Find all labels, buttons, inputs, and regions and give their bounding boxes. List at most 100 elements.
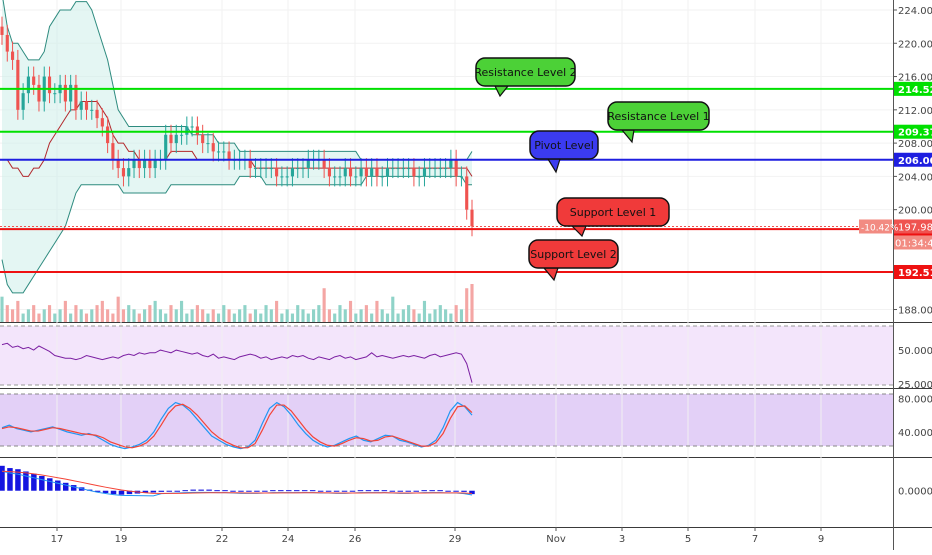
- countdown-tag: [894, 235, 932, 250]
- macd-histogram-bar: [31, 473, 37, 491]
- candle-body: [338, 176, 342, 178]
- candle-body: [100, 118, 104, 127]
- volume-bar: [116, 296, 120, 322]
- price-axis-tick-label: 220.00: [898, 39, 932, 50]
- volume-bar: [322, 288, 326, 322]
- volume-bar: [248, 313, 252, 322]
- candle-body: [37, 84, 41, 102]
- volume-bar: [158, 309, 162, 322]
- volume-bar: [174, 309, 178, 322]
- volume-bar: [153, 300, 157, 322]
- candle-body: [174, 134, 178, 144]
- candle-body: [306, 159, 310, 169]
- macd-histogram-bar: [413, 490, 419, 492]
- macd-histogram-bar: [397, 490, 404, 492]
- x-axis-tick-label: 29: [449, 534, 462, 545]
- candle-body: [16, 59, 20, 110]
- macd-histogram-bar: [254, 490, 260, 492]
- candle-body: [417, 176, 421, 178]
- volume-bar: [396, 313, 400, 322]
- volume-bar: [148, 305, 152, 322]
- bollinger-lower-line: [1, 175, 472, 294]
- level-callout: Resistance Level 2: [474, 57, 577, 98]
- macd-histogram-bar: [118, 490, 125, 495]
- last-price-label: 197.98: [898, 222, 932, 233]
- macd-histogram-bar: [198, 489, 204, 491]
- macd-histogram-bar: [437, 490, 443, 492]
- callout-label: Pivot Level: [534, 139, 594, 152]
- volume-bar: [259, 313, 263, 322]
- candle-body: [296, 168, 300, 170]
- level-price-tag: [894, 81, 932, 96]
- volume-bar: [375, 300, 379, 322]
- candle-body: [264, 168, 268, 170]
- candle-body: [380, 176, 384, 178]
- macd-histogram-bar: [365, 490, 372, 492]
- level-price-label: 209.37: [898, 128, 932, 139]
- macd-histogram-bar: [469, 490, 475, 495]
- macd-histogram-bar: [278, 490, 284, 492]
- volume-bar: [280, 313, 284, 322]
- volume-bar: [412, 309, 416, 322]
- candle-body: [169, 134, 173, 144]
- x-axis-tick-label: 3: [619, 534, 625, 545]
- candle-body: [216, 151, 221, 153]
- candle-body: [449, 159, 453, 169]
- candle-body: [354, 176, 358, 178]
- volume-bar: [206, 313, 210, 322]
- macd-histogram-bar: [333, 490, 340, 492]
- macd-signal-line: [1, 470, 473, 494]
- volume-bar: [216, 313, 221, 322]
- macd-histogram-bar: [94, 490, 101, 492]
- price-axis-tick-label: 208.00: [898, 139, 932, 150]
- candle-body: [143, 159, 147, 169]
- callout-box: [475, 57, 576, 87]
- macd-histogram-bar: [47, 478, 53, 491]
- macd-histogram-bar: [461, 490, 467, 492]
- volume-bar: [354, 313, 358, 322]
- countdown-label: 01:34:43: [895, 238, 932, 249]
- macd-histogram-bar: [429, 490, 435, 492]
- stoch-d-line: [1, 403, 473, 449]
- volume-bar: [190, 309, 194, 322]
- callout-box: [528, 239, 619, 269]
- volume-bar: [211, 309, 215, 322]
- x-axis-tick-label: 5: [685, 534, 691, 545]
- volume-bar: [90, 309, 94, 322]
- volume-bar: [63, 300, 67, 322]
- macd-histogram-bar: [214, 490, 220, 492]
- volume-bar: [333, 313, 337, 322]
- candle-body: [348, 168, 353, 177]
- volume-bar: [243, 305, 247, 322]
- level-price-label: 192.51: [898, 268, 932, 279]
- macd-histogram-bar: [70, 485, 77, 491]
- macd-histogram-bar: [110, 490, 117, 495]
- candle-body: [401, 168, 405, 170]
- candle-body: [391, 168, 395, 170]
- level-price-tag: [894, 264, 932, 279]
- macd-histogram-bar: [301, 490, 308, 492]
- candle-body: [327, 168, 331, 177]
- change-tag: [859, 219, 892, 234]
- candle-body: [74, 84, 78, 110]
- macd-histogram-bar: [238, 490, 244, 492]
- level-callout: Resistance Level 1: [607, 101, 710, 144]
- x-axis-tick-label: 17: [51, 534, 64, 545]
- level-callout: Pivot Level: [529, 130, 599, 174]
- volume-bar: [111, 313, 115, 322]
- macd-histogram-bar: [182, 490, 188, 492]
- candle-body: [444, 168, 448, 170]
- candle-body: [95, 109, 99, 119]
- macd-histogram-bar: [325, 490, 332, 492]
- candle-body: [438, 168, 442, 170]
- candle-body: [132, 159, 136, 169]
- volume-bar: [164, 313, 168, 322]
- volume-bar: [195, 305, 199, 322]
- candle-body: [275, 168, 279, 177]
- level-callout: Support Level 2: [528, 239, 619, 282]
- candle-body: [433, 168, 437, 170]
- volume-bar: [185, 313, 189, 322]
- candle-body: [322, 159, 326, 169]
